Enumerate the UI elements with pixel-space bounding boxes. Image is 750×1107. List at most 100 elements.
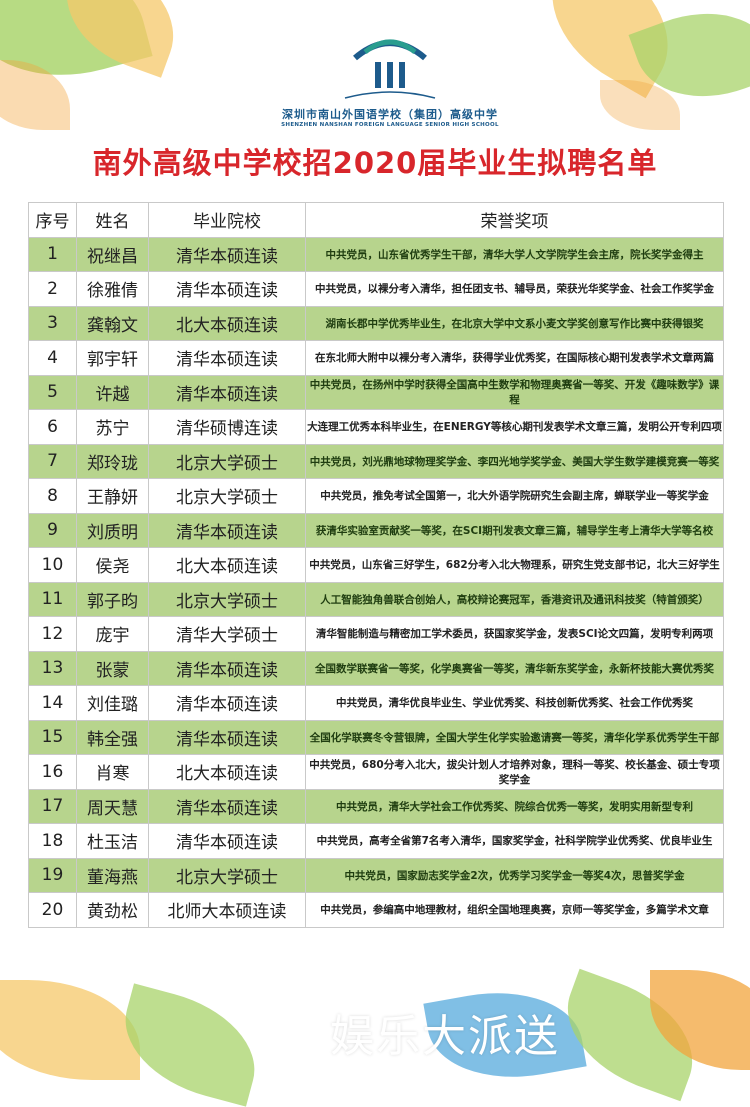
table-row: 5 许越 清华本硕连读 中共党员，在扬州中学时获得全国高中生数学和物理奥赛省一等奖、开…: [28, 374, 724, 410]
row-number: 7: [28, 443, 77, 479]
candidate-table: 序号 姓名 毕业院校 荣誉奖项 1 祝继昌 清华本硕连读 中共党员，山东省优秀学生干部…: [28, 202, 724, 928]
candidate-name: 刘质明: [76, 512, 149, 548]
graduated-school: 北大本硕连读: [148, 547, 306, 583]
honors-awards: 中共党员，山东省三好学生，682分考入北大物理系，研究生党支部书记，北大三好学生: [305, 547, 724, 583]
row-number: 15: [28, 719, 77, 755]
table-row: 12 庞宇 清华大学硕士 清华智能制造与精密加工学术委员，获国家奖学金，发表SCI论文…: [28, 616, 724, 652]
candidate-name: 庞宇: [76, 616, 149, 652]
candidate-name: 苏宁: [76, 409, 149, 445]
candidate-name: 郭宇轩: [76, 340, 149, 376]
honors-awards: 湖南长郡中学优秀毕业生，在北京大学中文系小麦文学奖创意写作比赛中获得银奖: [305, 305, 724, 341]
table-row: 11 郭子昀 北京大学硕士 人工智能独角兽联合创始人，高校辩论赛冠军，香港资讯及通讯科…: [28, 581, 724, 617]
candidate-name: 周天慧: [76, 788, 149, 824]
header-no: 序号: [28, 202, 77, 238]
row-number: 8: [28, 478, 77, 514]
table-row: 7 郑玲珑 北京大学硕士 中共党员，刘光鼎地球物理奖学金、李四光地学奖学金、美国大学生…: [28, 443, 724, 479]
row-number: 16: [28, 754, 77, 790]
row-number: 6: [28, 409, 77, 445]
graduated-school: 清华本硕连读: [148, 650, 306, 686]
school-logo: 深圳市南山外国语学校（集团）高级中学 SHENZHEN NANSHAN FORE…: [250, 30, 530, 128]
row-number: 11: [28, 581, 77, 617]
row-number: 18: [28, 823, 77, 859]
candidate-name: 黄劲松: [76, 892, 149, 928]
table-row: 6 苏宁 清华硕博连读 大连理工优秀本科毕业生，在ENERGY等核心期刊发表学术文章三…: [28, 409, 724, 445]
honors-awards: 中共党员，参编高中地理教材，组织全国地理奥赛，京师一等奖学金，多篇学术文章: [305, 892, 724, 928]
table-row: 2 徐雅倩 清华本硕连读 中共党员，以裸分考入清华，担任团支书、辅导员，荣获光华奖学金…: [28, 271, 724, 307]
table-row: 15 韩全强 清华本硕连读 全国化学联赛冬令营银牌，全国大学生化学实验邀请赛一等奖，清…: [28, 719, 724, 755]
candidate-name: 肖寒: [76, 754, 149, 790]
table-row: 4 郭宇轩 清华本硕连读 在东北师大附中以裸分考入清华，获得学业优秀奖，在国际核心期刊…: [28, 340, 724, 376]
candidate-name: 龚翰文: [76, 305, 149, 341]
graduated-school: 清华本硕连读: [148, 719, 306, 755]
graduated-school: 北京大学硕士: [148, 857, 306, 893]
candidate-name: 许越: [76, 374, 149, 410]
honors-awards: 中共党员，在扬州中学时获得全国高中生数学和物理奥赛省一等奖、开发《趣味数学》课程: [305, 374, 724, 410]
honors-awards: 在东北师大附中以裸分考入清华，获得学业优秀奖，在国际核心期刊发表学术文章两篇: [305, 340, 724, 376]
header-school: 毕业院校: [148, 202, 306, 238]
candidate-name: 韩全强: [76, 719, 149, 755]
table-row: 19 董海燕 北京大学硕士 中共党员，国家励志奖学金2次，优秀学习奖学金一等奖4次，思…: [28, 857, 724, 893]
candidate-name: 祝继昌: [76, 236, 149, 272]
leaf-decoration: [110, 983, 270, 1107]
table-row: 17 周天慧 清华本硕连读 中共党员，清华大学社会工作优秀奖、院综合优秀一等奖，发明实…: [28, 788, 724, 824]
graduated-school: 北京大学硕士: [148, 581, 306, 617]
honors-awards: 中共党员，推免考试全国第一，北大外语学院研究生会副主席，蝉联学业一等奖学金: [305, 478, 724, 514]
graduated-school: 北大本硕连读: [148, 754, 306, 790]
table-header: 序号 姓名 毕业院校 荣誉奖项: [28, 202, 724, 238]
candidate-name: 刘佳璐: [76, 685, 149, 721]
candidate-name: 徐雅倩: [76, 271, 149, 307]
row-number: 1: [28, 236, 77, 272]
candidate-name: 郭子昀: [76, 581, 149, 617]
graduated-school: 清华本硕连读: [148, 236, 306, 272]
watermark: 娱乐大派送: [330, 1011, 560, 1062]
table-row: 14 刘佳璐 清华本硕连读 中共党员，清华优良毕业生、学业优秀奖、科技创新优秀奖、社会…: [28, 685, 724, 721]
graduated-school: 北大本硕连读: [148, 305, 306, 341]
honors-awards: 中共党员，680分考入北大，拔尖计划人才培养对象，理科一等奖、校长基金、硕士专项…: [305, 754, 724, 790]
graduated-school: 清华大学硕士: [148, 616, 306, 652]
honors-awards: 中共党员，清华大学社会工作优秀奖、院综合优秀一等奖，发明实用新型专利: [305, 788, 724, 824]
honors-awards: 人工智能独角兽联合创始人，高校辩论赛冠军，香港资讯及通讯科技奖（特首颁奖）: [305, 581, 724, 617]
graduated-school: 清华本硕连读: [148, 271, 306, 307]
tree-emblem-icon: [335, 30, 445, 99]
school-name-en: SHENZHEN NANSHAN FOREIGN LANGUAGE SENIOR…: [281, 122, 499, 128]
candidate-name: 侯尧: [76, 547, 149, 583]
row-number: 5: [28, 374, 77, 410]
header-honors: 荣誉奖项: [305, 202, 724, 238]
leaf-decoration: [0, 980, 140, 1080]
honors-awards: 大连理工优秀本科毕业生，在ENERGY等核心期刊发表学术文章三篇，发明公开专利四…: [305, 409, 724, 445]
table-row: 16 肖寒 北大本硕连读 中共党员，680分考入北大，拔尖计划人才培养对象，理科一等奖…: [28, 754, 724, 790]
graduated-school: 清华本硕连读: [148, 823, 306, 859]
candidate-name: 王静妍: [76, 478, 149, 514]
graduated-school: 清华本硕连读: [148, 340, 306, 376]
row-number: 20: [28, 892, 77, 928]
graduated-school: 北京大学硕士: [148, 443, 306, 479]
row-number: 10: [28, 547, 77, 583]
candidate-name: 杜玉洁: [76, 823, 149, 859]
table-row: 13 张蒙 清华本硕连读 全国数学联赛省一等奖，化学奥赛省一等奖，清华新东奖学金，永新…: [28, 650, 724, 686]
row-number: 2: [28, 271, 77, 307]
page-title: 南外高级中学校招2020届毕业生拟聘名单: [92, 146, 658, 180]
candidate-name: 郑玲珑: [76, 443, 149, 479]
row-number: 13: [28, 650, 77, 686]
table-row: 10 侯尧 北大本硕连读 中共党员，山东省三好学生，682分考入北大物理系，研究生党支…: [28, 547, 724, 583]
graduated-school: 清华本硕连读: [148, 685, 306, 721]
row-number: 3: [28, 305, 77, 341]
honors-awards: 全国数学联赛省一等奖，化学奥赛省一等奖，清华新东奖学金，永新杯技能大赛优秀奖: [305, 650, 724, 686]
table-row: 8 王静妍 北京大学硕士 中共党员，推免考试全国第一，北大外语学院研究生会副主席，蝉联…: [28, 478, 724, 514]
table-row: 3 龚翰文 北大本硕连读 湖南长郡中学优秀毕业生，在北京大学中文系小麦文学奖创意写作比…: [28, 305, 724, 341]
header-name: 姓名: [76, 202, 149, 238]
graduated-school: 清华本硕连读: [148, 788, 306, 824]
graduated-school: 清华硕博连读: [148, 409, 306, 445]
honors-awards: 中共党员，以裸分考入清华，担任团支书、辅导员，荣获光华奖学金、社会工作奖学金: [305, 271, 724, 307]
table-row: 1 祝继昌 清华本硕连读 中共党员，山东省优秀学生干部，清华大学人文学院学生会主席，院…: [28, 236, 724, 272]
table-row: 18 杜玉洁 清华本硕连读 中共党员，高考全省第7名考入清华，国家奖学金，社科学院学业…: [28, 823, 724, 859]
honors-awards: 获清华实验室贡献奖一等奖，在SCI期刊发表文章三篇，辅导学生考上清华大学等名校: [305, 512, 724, 548]
honors-awards: 全国化学联赛冬令营银牌，全国大学生化学实验邀请赛一等奖，清华化学系优秀学生干部: [305, 719, 724, 755]
school-name-cn: 深圳市南山外国语学校（集团）高级中学: [282, 108, 498, 121]
graduated-school: 北师大本硕连读: [148, 892, 306, 928]
honors-awards: 中共党员，清华优良毕业生、学业优秀奖、科技创新优秀奖、社会工作优秀奖: [305, 685, 724, 721]
honors-awards: 中共党员，高考全省第7名考入清华，国家奖学金，社科学院学业优秀奖、优良毕业生: [305, 823, 724, 859]
graduated-school: 北京大学硕士: [148, 478, 306, 514]
graduated-school: 清华本硕连读: [148, 512, 306, 548]
honors-awards: 中共党员，山东省优秀学生干部，清华大学人文学院学生会主席，院长奖学金得主: [305, 236, 724, 272]
